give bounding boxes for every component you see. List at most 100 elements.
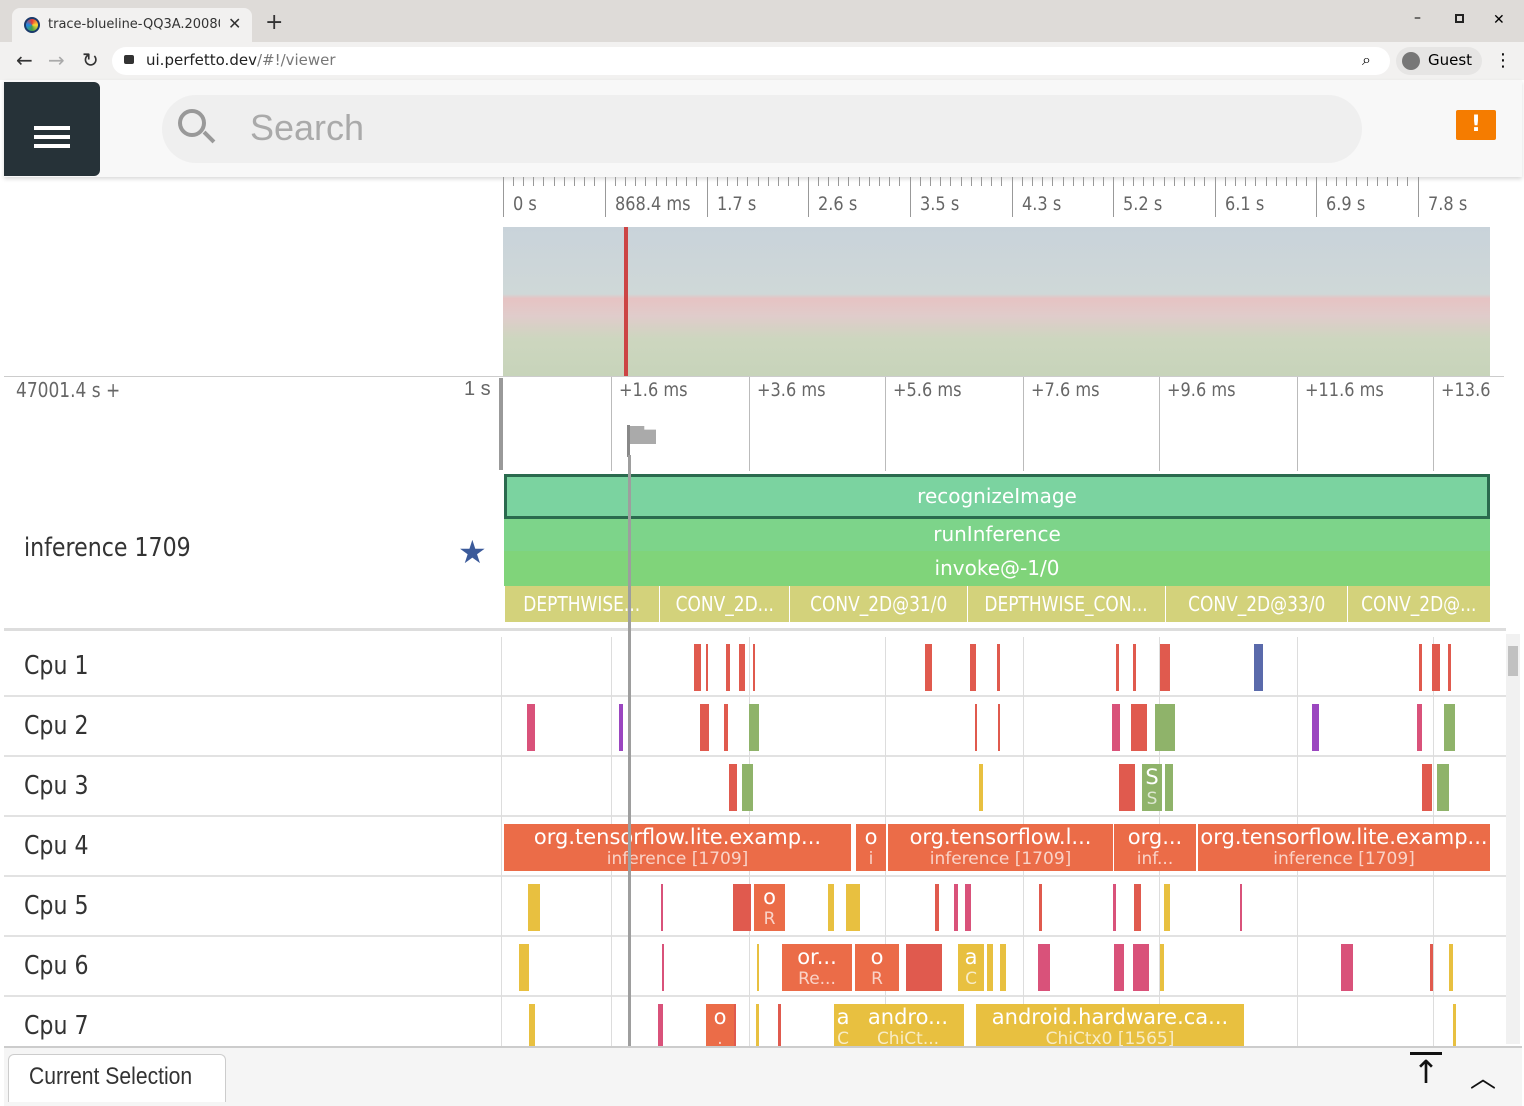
cpu-slice[interactable] (529, 1004, 535, 1051)
slice-runinference[interactable]: runInference (504, 519, 1490, 551)
cpu-slice[interactable] (733, 1004, 736, 1051)
cpu-slice[interactable] (756, 1004, 759, 1051)
cpu-slice[interactable] (706, 644, 708, 691)
cpu-slice[interactable] (965, 884, 971, 931)
cpu-slice[interactable] (1444, 704, 1455, 751)
forward-icon[interactable]: → (48, 48, 65, 72)
back-icon[interactable]: ← (16, 48, 33, 72)
cpu-slice[interactable] (700, 704, 709, 751)
url-field[interactable]: ui.perfetto.dev/#!/viewer ⌕ (112, 47, 1390, 75)
profile-button[interactable]: Guest (1396, 47, 1482, 75)
cpu-slice[interactable] (749, 704, 759, 751)
cpu-slice[interactable] (925, 644, 932, 691)
new-tab-icon[interactable]: + (265, 10, 284, 35)
cpu-slice[interactable] (846, 884, 860, 931)
cpu-slice[interactable]: android.hardware.ca... ChiCtx0 [1565] (976, 1004, 1244, 1051)
cpu-slice[interactable] (1254, 644, 1263, 691)
slice-invoke[interactable]: invoke@-1/0 (504, 551, 1490, 586)
cpu-slice[interactable] (1240, 884, 1242, 931)
scrollbar[interactable] (1506, 634, 1520, 1044)
cpu-slice[interactable] (1133, 644, 1136, 691)
cpu-slice[interactable] (662, 944, 664, 991)
menu-button[interactable] (4, 82, 100, 176)
cpu-slice[interactable] (979, 764, 983, 811)
cpu-slice[interactable] (658, 1004, 663, 1051)
cpu-slice[interactable] (1419, 644, 1422, 691)
cpu-slice[interactable]: o. (706, 1004, 734, 1051)
cpu-slice[interactable] (1341, 944, 1353, 991)
slice-recognizeimage[interactable]: recognizeImage (504, 474, 1490, 519)
flag-icon[interactable] (627, 425, 659, 457)
close-tab-icon[interactable]: ✕ (228, 14, 242, 33)
op-slice[interactable]: CONV_2D... (659, 586, 789, 622)
cpu-slice[interactable] (1038, 944, 1050, 991)
cpu-slice[interactable] (906, 944, 942, 991)
cpu-slice[interactable] (1160, 944, 1164, 991)
chevron-up-icon[interactable]: ︿ (1470, 1064, 1497, 1094)
cpu-slice[interactable] (757, 944, 759, 991)
cpu-slice[interactable]: andro... ChiCt... (852, 1004, 964, 1051)
overview-heatmap[interactable] (503, 227, 1490, 376)
cpu-slice[interactable] (1114, 944, 1124, 991)
cpu-slice[interactable] (935, 884, 939, 931)
cpu-slice[interactable] (1164, 884, 1170, 931)
search-input[interactable]: Search (250, 107, 365, 148)
cpu-slice[interactable] (1039, 884, 1042, 931)
cpu-slice[interactable] (694, 644, 701, 691)
cpu-slice[interactable] (733, 884, 751, 931)
cpu-slice[interactable] (998, 704, 1000, 751)
cpu-slice[interactable] (828, 884, 834, 931)
cpu-slice[interactable] (753, 644, 755, 691)
cpu-slice[interactable] (987, 944, 993, 991)
cpu-slice[interactable] (970, 644, 976, 691)
cpu-slice[interactable] (729, 764, 737, 811)
cpu-slice[interactable] (528, 884, 540, 931)
cpu-slice[interactable] (1448, 644, 1451, 691)
reload-icon[interactable]: ↻ (82, 48, 99, 72)
op-slice[interactable]: CONV_2D@31/0 (789, 586, 967, 622)
zoom-icon[interactable]: ⌕ (1362, 50, 1371, 69)
cpu-slice[interactable] (1155, 704, 1175, 751)
current-selection-tab[interactable]: Current Selection (8, 1054, 226, 1102)
cpu-slice[interactable] (619, 704, 623, 751)
cpu-slice[interactable] (1134, 884, 1141, 931)
cpu-slice[interactable]: or... Re... (782, 944, 852, 991)
overview-window-marker[interactable] (624, 227, 628, 376)
cpu-slice[interactable] (1113, 884, 1116, 931)
cpu-slice[interactable] (1430, 944, 1433, 991)
cpu-slice[interactable] (1449, 944, 1453, 991)
cpu-slice[interactable] (1422, 764, 1432, 811)
expand-panel-icon[interactable]: ↑ (1410, 1052, 1442, 1089)
alert-icon[interactable]: ! (1456, 110, 1496, 140)
search-box[interactable]: Search (162, 95, 1362, 163)
cpu-slice[interactable] (1000, 944, 1006, 991)
cpu-slice[interactable] (661, 884, 663, 931)
cpu-slice[interactable] (975, 704, 977, 751)
cpu-slice[interactable] (1165, 764, 1173, 811)
pin-star-icon[interactable]: ★ (458, 533, 487, 571)
op-slice[interactable]: DEPTHWISE... (504, 586, 659, 622)
cpu-slice[interactable]: org.tensorflow.lite.examp... inference [1… (1198, 824, 1490, 871)
cpu-slice[interactable] (519, 944, 529, 991)
minimize-icon[interactable]: – (1414, 10, 1421, 26)
cpu-slice[interactable] (1417, 704, 1422, 751)
cpu-slice[interactable] (1432, 644, 1440, 691)
browser-menu-icon[interactable]: ⋮ (1494, 50, 1512, 71)
cpu-slice[interactable] (742, 764, 753, 811)
cpu-slice[interactable] (724, 704, 728, 751)
cpu-slice[interactable] (726, 644, 730, 691)
cpu-slice[interactable] (1453, 1004, 1456, 1051)
cpu-slice[interactable] (997, 644, 1000, 691)
op-slice[interactable]: DEPTHWISE_CON... (967, 586, 1165, 622)
cpu-slice[interactable] (527, 704, 535, 751)
cpu-slice[interactable] (1112, 704, 1120, 751)
cpu-slice[interactable]: org.tensorflow.lite.examp... inference [1… (504, 824, 851, 871)
cpu-slice[interactable] (1133, 944, 1149, 991)
cpu-slice[interactable] (1116, 644, 1119, 691)
browser-tab[interactable]: trace-blueline-QQ3A.200805. ✕ (12, 8, 252, 42)
